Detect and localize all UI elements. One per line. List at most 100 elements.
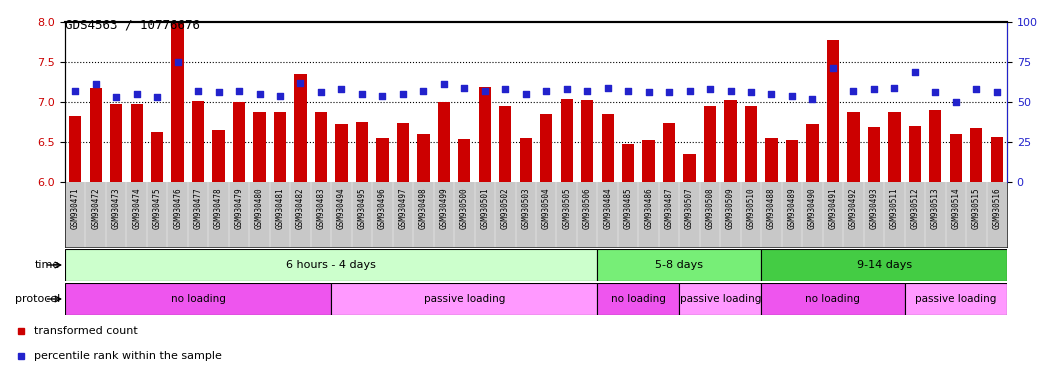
Text: no loading: no loading xyxy=(805,294,861,304)
Bar xyxy=(806,124,819,182)
Point xyxy=(271,93,288,99)
Text: 5-8 days: 5-8 days xyxy=(655,260,704,270)
Text: GSM930505: GSM930505 xyxy=(562,187,572,229)
Bar xyxy=(761,249,1007,281)
Text: GSM930496: GSM930496 xyxy=(378,187,387,229)
Point xyxy=(374,93,391,99)
Text: 6 hours - 4 days: 6 hours - 4 days xyxy=(286,260,376,270)
Bar xyxy=(786,140,798,182)
Bar xyxy=(990,137,1003,182)
Text: 9-14 days: 9-14 days xyxy=(856,260,912,270)
Text: GSM930498: GSM930498 xyxy=(419,187,428,229)
Point xyxy=(210,89,227,96)
Point xyxy=(783,93,800,99)
Text: GSM930513: GSM930513 xyxy=(931,187,940,229)
Point xyxy=(190,88,206,94)
Text: GSM930484: GSM930484 xyxy=(603,187,612,229)
Point xyxy=(108,94,125,100)
Text: GSM930511: GSM930511 xyxy=(890,187,899,229)
Point xyxy=(395,91,411,97)
Bar xyxy=(905,283,1007,315)
Point xyxy=(845,88,862,94)
Text: GSM930488: GSM930488 xyxy=(767,187,776,229)
Point xyxy=(948,99,964,105)
Point xyxy=(742,89,759,96)
Bar xyxy=(622,144,634,182)
Bar xyxy=(560,99,573,182)
Text: GSM930493: GSM930493 xyxy=(869,187,878,229)
Point xyxy=(230,88,247,94)
Bar xyxy=(69,116,82,182)
Point xyxy=(620,88,637,94)
Bar xyxy=(725,100,737,182)
Bar xyxy=(438,102,450,182)
Text: GSM930471: GSM930471 xyxy=(71,187,80,229)
Bar xyxy=(643,140,654,182)
Point xyxy=(886,84,903,91)
Text: GSM930500: GSM930500 xyxy=(460,187,469,229)
Text: GSM930514: GSM930514 xyxy=(952,187,960,229)
Point xyxy=(415,88,431,94)
Point xyxy=(866,86,883,92)
Text: GDS4563 / 10776676: GDS4563 / 10776676 xyxy=(65,18,200,31)
Bar xyxy=(151,132,163,182)
Bar xyxy=(294,74,307,182)
Bar xyxy=(417,134,429,182)
Text: GSM930515: GSM930515 xyxy=(972,187,981,229)
Bar xyxy=(499,106,511,182)
Text: GSM930485: GSM930485 xyxy=(624,187,632,229)
Point xyxy=(967,86,984,92)
Bar xyxy=(680,283,761,315)
Text: GSM930494: GSM930494 xyxy=(337,187,346,229)
Point xyxy=(804,96,821,102)
Text: GSM930516: GSM930516 xyxy=(993,187,1001,229)
Bar xyxy=(950,134,962,182)
Text: passive loading: passive loading xyxy=(680,294,761,304)
Bar xyxy=(909,126,921,182)
Point xyxy=(436,81,452,88)
Point xyxy=(579,88,596,94)
Text: GSM930504: GSM930504 xyxy=(541,187,551,229)
Text: GSM930499: GSM930499 xyxy=(440,187,448,229)
Point xyxy=(149,94,165,100)
Text: GSM930476: GSM930476 xyxy=(173,187,182,229)
Text: GSM930481: GSM930481 xyxy=(275,187,285,229)
Text: GSM930492: GSM930492 xyxy=(849,187,857,229)
Text: GSM930483: GSM930483 xyxy=(316,187,326,229)
Point xyxy=(497,86,514,92)
Bar xyxy=(888,112,900,182)
Bar xyxy=(213,130,225,182)
Bar xyxy=(192,101,204,182)
Text: percentile rank within the sample: percentile rank within the sample xyxy=(34,351,222,361)
Text: GSM930490: GSM930490 xyxy=(808,187,817,229)
Bar xyxy=(598,283,680,315)
Point xyxy=(907,68,923,74)
Text: transformed count: transformed count xyxy=(34,326,138,336)
Point xyxy=(988,89,1005,96)
Text: GSM930474: GSM930474 xyxy=(132,187,141,229)
Point xyxy=(476,88,493,94)
Bar xyxy=(663,123,675,182)
Bar xyxy=(172,23,184,182)
Text: GSM930482: GSM930482 xyxy=(296,187,305,229)
Point xyxy=(87,81,104,88)
Text: GSM930473: GSM930473 xyxy=(112,187,120,229)
Point xyxy=(558,86,575,92)
Text: GSM930475: GSM930475 xyxy=(153,187,161,229)
Point xyxy=(825,65,842,71)
Text: GSM930491: GSM930491 xyxy=(828,187,838,229)
Text: passive loading: passive loading xyxy=(915,294,997,304)
Point xyxy=(763,91,780,97)
Bar xyxy=(274,113,286,182)
Bar xyxy=(602,114,614,182)
Point xyxy=(313,89,330,96)
Bar xyxy=(765,138,778,182)
Text: passive loading: passive loading xyxy=(424,294,505,304)
Text: GSM930508: GSM930508 xyxy=(706,187,714,229)
Bar xyxy=(598,249,761,281)
Bar xyxy=(356,122,369,182)
Text: GSM930479: GSM930479 xyxy=(235,187,244,229)
Point xyxy=(641,89,658,96)
Point xyxy=(251,91,268,97)
Point xyxy=(170,59,186,65)
